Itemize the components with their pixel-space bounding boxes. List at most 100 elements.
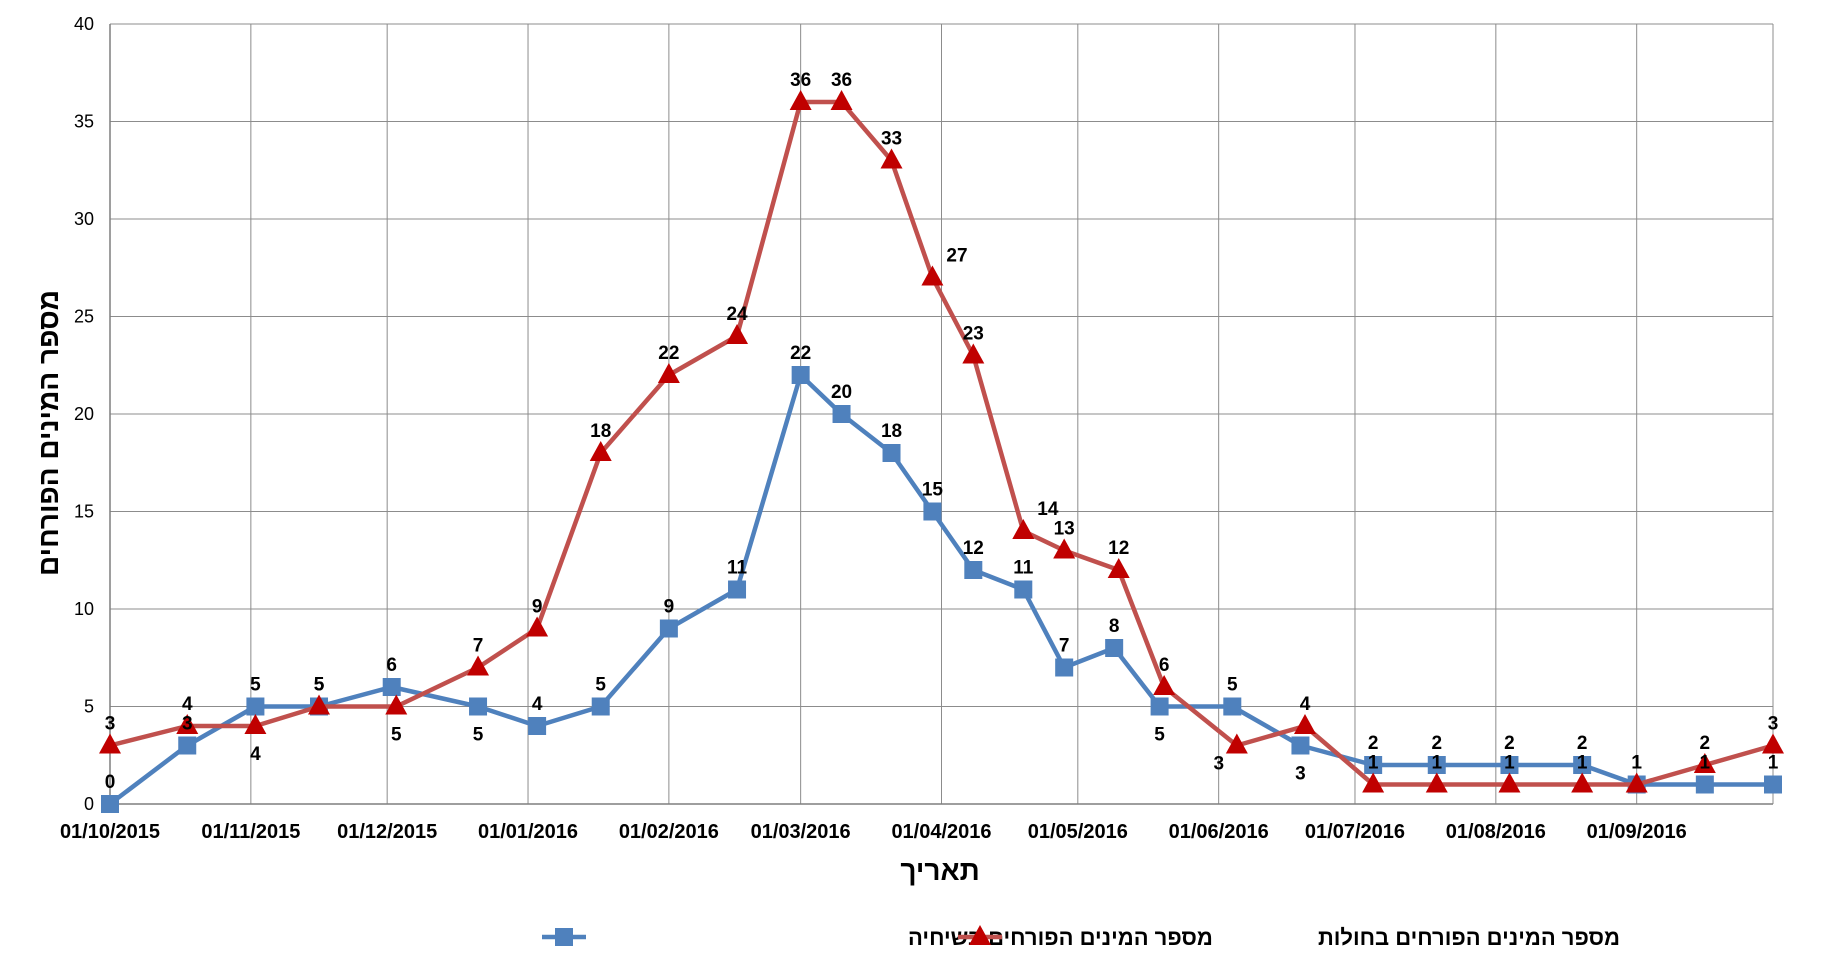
data-label: 5 <box>314 675 325 696</box>
data-point <box>880 148 903 169</box>
data-label: 5 <box>250 675 261 696</box>
legend: מספר המינים הפורחים בשיחיה מספר המינים הפ… <box>542 925 1620 950</box>
data-label: 2 <box>1504 733 1515 754</box>
data-label: 3 <box>182 714 193 735</box>
data-point <box>1498 772 1521 793</box>
data-point <box>178 736 197 755</box>
x-tick-label: 01/04/2016 <box>891 821 991 843</box>
data-label: 12 <box>963 538 984 559</box>
data-label: 5 <box>314 675 325 696</box>
data-point <box>726 324 749 344</box>
data-point <box>1364 756 1383 774</box>
data-label: 5 <box>595 675 606 696</box>
x-tick-label: 01/09/2016 <box>1587 821 1687 843</box>
x-axis-title: תאריך <box>900 855 979 886</box>
data-point <box>830 90 853 110</box>
x-tick-label: 01/07/2016 <box>1305 821 1405 843</box>
data-point <box>591 697 610 716</box>
x-tick-label: 01/10/2015 <box>60 821 160 843</box>
data-point <box>1625 772 1648 793</box>
data-label: 15 <box>922 480 944 501</box>
data-label: 24 <box>726 304 748 325</box>
data-label: 20 <box>831 382 852 403</box>
legend-item-1: מספר המינים הפורחים בשיחיה <box>542 925 1213 950</box>
data-label: 36 <box>790 70 811 91</box>
y-axis-ticks: 0 5 10 15 20 25 30 35 40 <box>74 14 94 814</box>
data-point <box>1427 756 1446 774</box>
data-point <box>101 795 119 813</box>
data-label: 1 <box>1431 753 1442 774</box>
data-point <box>526 616 549 637</box>
data-label: 5 <box>473 725 484 746</box>
series-1 <box>101 366 1782 813</box>
data-label: 27 <box>946 246 967 267</box>
data-point <box>791 366 810 384</box>
data-label: 9 <box>532 597 543 618</box>
data-label: 11 <box>1013 558 1034 579</box>
data-point <box>1223 697 1242 716</box>
data-label: 1 <box>1504 753 1515 774</box>
data-label: 13 <box>1054 519 1075 540</box>
data-point <box>962 343 985 364</box>
gridlines <box>109 23 1774 805</box>
y-tick-label: 5 <box>84 697 94 717</box>
data-label: 1 <box>1631 753 1642 774</box>
legend-item-2: מספר המינים הפורחים בחולות <box>958 925 1620 950</box>
legend-marker <box>969 925 991 945</box>
data-label: 9 <box>664 597 675 618</box>
x-tick-label: 01/05/2016 <box>1028 821 1128 843</box>
data-label: 18 <box>881 421 902 442</box>
data-point <box>1055 658 1074 677</box>
data-label: 6 <box>1159 655 1170 676</box>
y-axis-title: מספר המינים הפורחים <box>33 290 64 576</box>
x-tick-label: 01/12/2015 <box>337 821 437 843</box>
data-point <box>176 714 199 734</box>
data-point <box>1695 775 1714 794</box>
data-point <box>657 363 680 383</box>
y-tick-label: 25 <box>74 307 94 327</box>
data-point <box>921 265 944 286</box>
data-label: 22 <box>790 343 811 364</box>
series-line <box>108 372 1773 806</box>
data-label: 7 <box>1059 636 1070 657</box>
data-label: 2 <box>1700 733 1711 754</box>
data-point <box>385 694 408 715</box>
data-label: 6 <box>386 655 397 676</box>
data-label: 1 <box>1631 753 1642 774</box>
x-tick-label: 01/08/2016 <box>1446 821 1546 843</box>
x-axis-ticks: 01/10/2015 01/11/2015 01/12/2015 01/01/2016… <box>60 821 1687 843</box>
data-point <box>308 694 331 715</box>
data-point <box>832 405 851 423</box>
data-point <box>1571 772 1594 793</box>
data-point <box>1105 639 1124 657</box>
y-tick-label: 30 <box>74 209 94 229</box>
data-point <box>1153 675 1176 695</box>
data-label: 1 <box>1368 753 1379 774</box>
data-label: 1 <box>1700 753 1711 774</box>
x-tick-label: 01/01/2016 <box>478 821 578 843</box>
data-point <box>246 697 265 716</box>
y-tick-label: 0 <box>84 794 94 814</box>
x-tick-label: 01/06/2016 <box>1169 821 1269 843</box>
data-point <box>1225 733 1248 754</box>
data-label: 12 <box>1108 538 1129 559</box>
data-point <box>1150 697 1169 716</box>
data-label: 3 <box>1295 764 1306 785</box>
data-label: 4 <box>532 694 543 715</box>
data-point <box>659 619 678 638</box>
data-label: 14 <box>1037 499 1059 520</box>
data-point <box>923 502 942 521</box>
data-label: 3 <box>1214 754 1225 775</box>
data-point <box>469 697 488 716</box>
data-point <box>1764 775 1782 794</box>
data-point <box>882 444 901 462</box>
data-point <box>1012 519 1035 539</box>
data-label: 4 <box>182 694 193 715</box>
data-point <box>1291 736 1310 755</box>
data-point <box>1573 756 1592 774</box>
y-tick-label: 10 <box>74 599 94 619</box>
data-point <box>1107 558 1130 578</box>
x-tick-label: 01/11/2015 <box>201 821 300 843</box>
